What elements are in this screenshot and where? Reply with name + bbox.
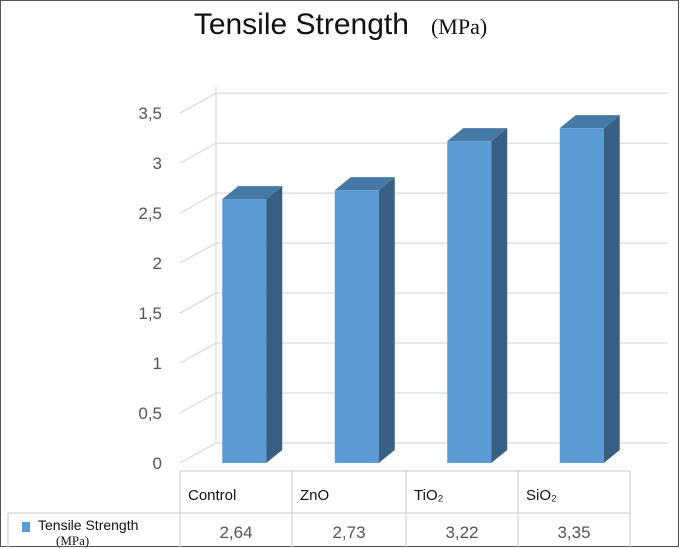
- value-label: 2,73: [332, 523, 365, 542]
- y-tick-label: 2: [153, 254, 162, 273]
- bar: [447, 128, 508, 463]
- y-tick-label: 3,5: [138, 104, 162, 123]
- data-table: [7, 470, 631, 547]
- value-label: 3,35: [557, 523, 590, 542]
- y-tick-label: 0,5: [138, 404, 162, 423]
- category-label: ZnO: [300, 487, 329, 504]
- bar: [559, 115, 620, 463]
- y-tick-label: 0: [153, 454, 162, 473]
- value-label: 2,64: [219, 523, 252, 542]
- category-label: Control: [188, 487, 236, 504]
- bar: [334, 177, 395, 463]
- chart-title-unit: (MPa): [430, 14, 488, 39]
- legend-swatch: [22, 522, 30, 532]
- y-tick-label: 1,5: [138, 304, 162, 323]
- chart-title: Tensile Strength (MPa): [0, 8, 681, 42]
- category-label: SiO₂: [526, 487, 557, 504]
- y-tick-label: 3: [153, 154, 162, 173]
- bar: [222, 186, 283, 463]
- chart-title-text: Tensile Strength: [193, 8, 409, 41]
- gridline: [179, 92, 668, 114]
- value-label: 3,22: [445, 523, 478, 542]
- y-tick-label: 2,5: [138, 204, 162, 223]
- y-tick-label: 1: [153, 354, 162, 373]
- category-label: TiO₂: [414, 487, 444, 504]
- legend-series-name: Tensile Strength: [38, 517, 138, 533]
- legend-series-unit: (MPa): [56, 533, 89, 548]
